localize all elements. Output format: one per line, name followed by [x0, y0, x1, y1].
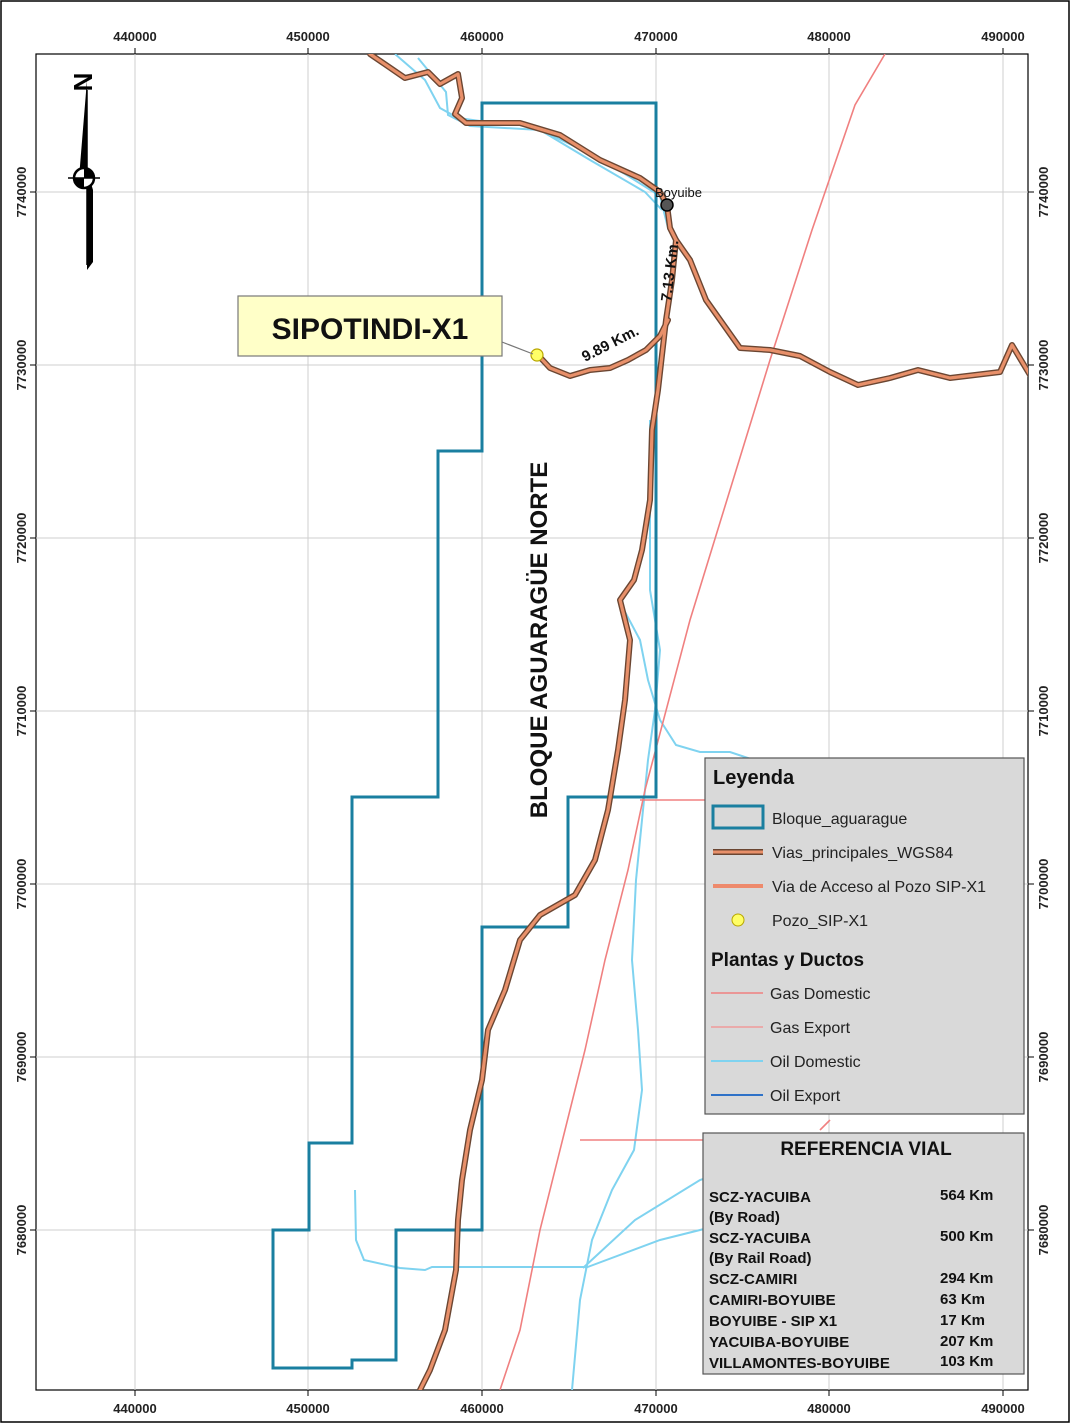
legend-item-well: Pozo_SIP-X1 — [772, 913, 868, 930]
well-callout-leader — [501, 341, 534, 355]
x-tick-label: 470000 — [634, 29, 677, 44]
legend-symbol-well — [731, 913, 745, 927]
y-tick-label: 7710000 — [14, 686, 29, 737]
x-tick-label: 480000 — [807, 29, 850, 44]
y-tick-label: 7740000 — [14, 167, 29, 218]
x-tick-label: 440000 — [113, 1401, 156, 1416]
y-tick-label: 7700000 — [1036, 859, 1051, 910]
reference-distance: 207 Km — [940, 1333, 993, 1350]
well-callout-box — [237, 295, 503, 357]
oil-pipeline-west — [354, 1189, 585, 1272]
north-arrow-icon: N — [68, 73, 100, 270]
y-tick-label: 7690000 — [14, 1032, 29, 1083]
legend-item-oil-domestic: Oil Domestic — [770, 1054, 861, 1071]
legend-box — [704, 757, 1025, 1115]
x-tick-label: 480000 — [807, 1401, 850, 1416]
tick-marks — [30, 48, 1034, 1396]
y-tick-label: 7730000 — [14, 340, 29, 391]
legend-item-gas-export: Gas Export — [770, 1020, 851, 1037]
reference-distance: 103 Km — [940, 1353, 993, 1370]
legend-item-roads: Vias_principales_WGS84 — [772, 845, 953, 862]
y-axis-left: 7740000 7730000 7720000 7710000 7700000 … — [14, 167, 29, 1256]
y-tick-label: 7740000 — [1036, 167, 1051, 218]
road-reference-table: REFERENCIA VIAL SCZ-YACUIBA (By Road) 56… — [702, 1132, 1025, 1375]
oil-pipeline-south — [571, 420, 662, 1390]
reference-route: SCZ-YACUIBA — [709, 1230, 811, 1247]
y-tick-label: 7700000 — [14, 859, 29, 910]
block-name-label: BLOQUE AGUARAGÜE NORTE — [526, 462, 553, 818]
legend-symbol-block — [711, 804, 765, 830]
x-tick-label: 460000 — [460, 1401, 503, 1416]
block-aguarague-polygon — [271, 101, 658, 1370]
reference-distance: 500 Km — [940, 1228, 993, 1245]
y-axis-right: 7740000 7730000 7720000 7710000 7700000 … — [1036, 167, 1051, 1256]
legend-item-block: Bloque_aguarague — [772, 811, 907, 828]
gas-pipeline-stub — [819, 1119, 831, 1131]
oil-pipeline-branch — [623, 609, 761, 791]
x-tick-label: 470000 — [634, 1401, 677, 1416]
reference-route-note: (By Road) — [709, 1209, 780, 1226]
legend-item-oil-export: Oil Export — [770, 1088, 841, 1105]
legend: Leyenda Bloque_aguarague Vias_principale… — [704, 757, 1025, 1115]
x-axis-bottom: 440000 450000 460000 470000 480000 49000… — [113, 1401, 1024, 1416]
x-tick-label: 490000 — [981, 29, 1024, 44]
y-tick-label: 7710000 — [1036, 686, 1051, 737]
reference-box — [702, 1132, 1025, 1375]
legend-section-title: Plantas y Ductos — [711, 950, 864, 971]
y-tick-label: 7690000 — [1036, 1032, 1051, 1083]
reference-distance: 564 Km — [940, 1187, 993, 1204]
well-sip-x1-marker — [530, 348, 544, 362]
reference-route-note: (By Rail Road) — [709, 1250, 812, 1267]
reference-distance: 63 Km — [940, 1291, 985, 1308]
legend-title: Leyenda — [713, 767, 795, 789]
oil-pipeline-north-2 — [417, 57, 663, 211]
x-tick-label: 450000 — [286, 29, 329, 44]
reference-route: CAMIRI-BOYUIBE — [709, 1292, 836, 1309]
gas-pipelines — [499, 54, 886, 1390]
reference-route: YACUIBA-BOYUIBE — [709, 1334, 849, 1351]
reference-distance: 17 Km — [940, 1312, 985, 1329]
well-callout: SIPOTINDI-X1 — [237, 295, 503, 357]
y-tick-label: 7680000 — [1036, 1205, 1051, 1256]
x-axis-top: 440000 450000 460000 470000 480000 49000… — [113, 29, 1024, 44]
well-name-label: SIPOTINDI-X1 — [272, 313, 469, 346]
main-roads — [367, 54, 1028, 1390]
north-arrow-letter: N — [68, 73, 98, 92]
reference-route: VILLAMONTES-BOYUIBE — [709, 1355, 890, 1372]
legend-item-gas-domestic: Gas Domestic — [770, 986, 870, 1003]
x-tick-label: 450000 — [286, 1401, 329, 1416]
x-tick-label: 460000 — [460, 29, 503, 44]
town-boyuibe-marker — [660, 198, 674, 212]
y-tick-label: 7720000 — [1036, 513, 1051, 564]
y-tick-label: 7680000 — [14, 1205, 29, 1256]
town-boyuibe-label: Boyuibe — [655, 185, 702, 200]
reference-route: SCZ-CAMIRI — [709, 1271, 797, 1288]
x-tick-label: 440000 — [113, 29, 156, 44]
x-tick-label: 490000 — [981, 1401, 1024, 1416]
reference-title: REFERENCIA VIAL — [780, 1139, 952, 1160]
reference-distance: 294 Km — [940, 1270, 993, 1287]
y-tick-label: 7730000 — [1036, 340, 1051, 391]
reference-route: BOYUIBE - SIP X1 — [709, 1313, 837, 1330]
gas-pipeline-main — [499, 54, 886, 1390]
y-tick-label: 7720000 — [14, 513, 29, 564]
legend-item-access-road: Via de Acceso al Pozo SIP-X1 — [772, 879, 986, 896]
reference-route: SCZ-YACUIBA — [709, 1189, 811, 1206]
